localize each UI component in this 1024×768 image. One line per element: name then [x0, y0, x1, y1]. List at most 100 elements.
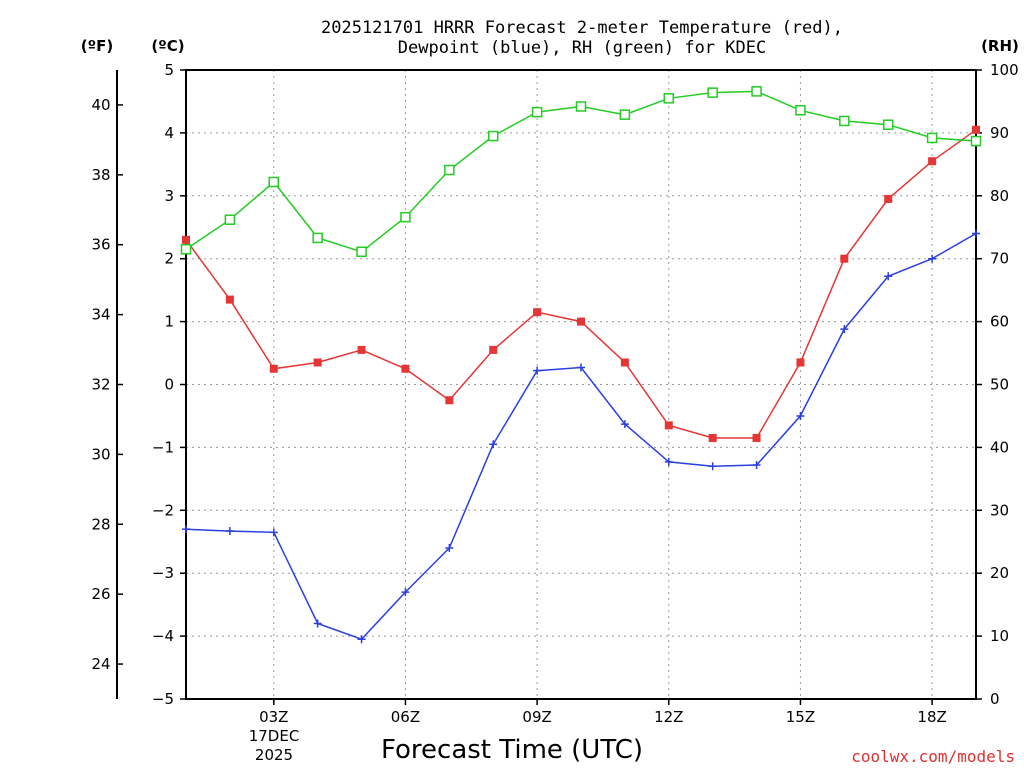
celsius-tick-label: 4	[164, 124, 174, 142]
celsius-tick-label: −5	[152, 690, 174, 708]
x-tick-label: 18Z	[917, 708, 946, 726]
rh-point	[224, 214, 236, 225]
temperature-line	[185, 129, 977, 439]
dewpoint-line	[185, 232, 977, 641]
chart-title-line2: Dewpoint (blue), RH (green) for KDEC	[398, 38, 766, 58]
temperature-point	[708, 433, 717, 442]
rh-point	[444, 164, 455, 176]
celsius-tick-label: 2	[164, 250, 174, 268]
rh-point	[795, 105, 806, 116]
dewpoint-point	[225, 527, 234, 536]
rh-tick-label: 40	[990, 438, 1009, 456]
rh-point	[356, 246, 367, 258]
temperature-point	[620, 358, 629, 367]
rh-tick-label: 50	[990, 376, 1009, 394]
date-label-day: 17DEC	[249, 727, 300, 745]
rh-point	[707, 87, 718, 98]
x-axis-title: Forecast Time (UTC)	[381, 735, 643, 765]
rh-tick-label: 60	[990, 313, 1009, 331]
celsius-tick-label: 3	[164, 187, 174, 205]
temperature-point	[401, 364, 410, 373]
temperature-point	[489, 345, 498, 354]
celsius-tick-label: −2	[152, 501, 174, 519]
temperature-point	[928, 157, 937, 166]
dewpoint-point	[708, 462, 717, 471]
fahrenheit-tick-label: 28	[91, 515, 110, 533]
dewpoint-point	[752, 461, 761, 470]
dewpoint-point	[972, 229, 980, 238]
rh-point	[619, 109, 631, 120]
dewpoint-point	[269, 528, 278, 537]
rh-point	[180, 244, 192, 255]
temperature-point	[752, 433, 761, 442]
rh-tick-label: 0	[990, 690, 1000, 708]
rh-unit-label: (RH)	[981, 37, 1019, 55]
x-tick-label: 15Z	[786, 708, 815, 726]
dewpoint-point	[928, 254, 937, 263]
dewpoint-point	[840, 325, 849, 334]
dewpoint-point	[182, 525, 190, 534]
rh-point	[839, 115, 850, 127]
dewpoint-point	[533, 366, 542, 375]
fahrenheit-tick-label: 34	[91, 306, 110, 324]
dewpoint-point	[401, 588, 410, 597]
dewpoint-point	[313, 619, 322, 628]
dewpoint-point	[577, 363, 585, 372]
rh-point	[400, 211, 411, 223]
temperature-point	[796, 358, 805, 367]
temperature-point	[313, 358, 322, 367]
celsius-tick-label: −3	[152, 564, 174, 582]
temperature-point	[533, 308, 542, 317]
rh-point	[268, 176, 280, 188]
fahrenheit-tick-label: 40	[91, 96, 110, 114]
fahrenheit-tick-label: 36	[91, 236, 110, 254]
x-tick-label: 03Z	[259, 708, 288, 726]
date-label-year: 2025	[255, 746, 293, 764]
temperature-point	[225, 295, 234, 304]
temperature-point	[357, 345, 366, 354]
fahrenheit-tick-label: 38	[91, 166, 110, 184]
rh-point	[751, 86, 762, 97]
celsius-tick-label: −4	[152, 627, 174, 645]
celsius-tick-label: −1	[152, 438, 174, 456]
rh-line	[185, 90, 977, 253]
rh-tick-label: 90	[990, 124, 1009, 142]
x-tick-label: 06Z	[391, 708, 420, 726]
grid-lines	[186, 70, 976, 699]
dewpoint-point	[884, 272, 893, 281]
rh-point	[663, 93, 675, 104]
temperature-point	[840, 254, 849, 263]
rh-point	[882, 119, 894, 130]
temperature-point	[972, 125, 980, 134]
dewpoint-point	[357, 635, 366, 644]
x-tick-label: 09Z	[522, 708, 551, 726]
dewpoint-point	[664, 457, 673, 466]
data-series	[180, 86, 982, 644]
celsius-tick-label: 0	[164, 376, 174, 394]
rh-point	[312, 232, 323, 244]
celsius-tick-label: 5	[164, 61, 174, 79]
celsius-unit-label: (ºC)	[151, 37, 184, 55]
temperature-point	[445, 396, 454, 405]
rh-point	[531, 106, 543, 118]
fahrenheit-tick-label: 32	[91, 376, 110, 394]
dewpoint-point	[445, 544, 454, 553]
temperature-point	[269, 364, 278, 373]
temperature-point	[664, 421, 673, 430]
credit-label: coolwx.com/models	[851, 747, 1015, 766]
fahrenheit-tick-label: 26	[91, 585, 110, 603]
rh-tick-label: 30	[990, 501, 1009, 519]
rh-tick-label: 100	[990, 61, 1019, 79]
rh-point	[487, 130, 499, 142]
fahrenheit-unit-label: (ºF)	[81, 37, 113, 55]
rh-tick-label: 20	[990, 564, 1009, 582]
plot-frame	[185, 69, 977, 700]
rh-point	[970, 135, 982, 147]
chart-title-line1: 2025121701 HRRR Forecast 2-meter Tempera…	[321, 18, 843, 38]
x-tick-label: 12Z	[654, 708, 683, 726]
temperature-point	[577, 317, 585, 326]
dewpoint-point	[489, 440, 498, 449]
dewpoint-point	[796, 411, 805, 420]
dewpoint-point	[620, 420, 629, 429]
